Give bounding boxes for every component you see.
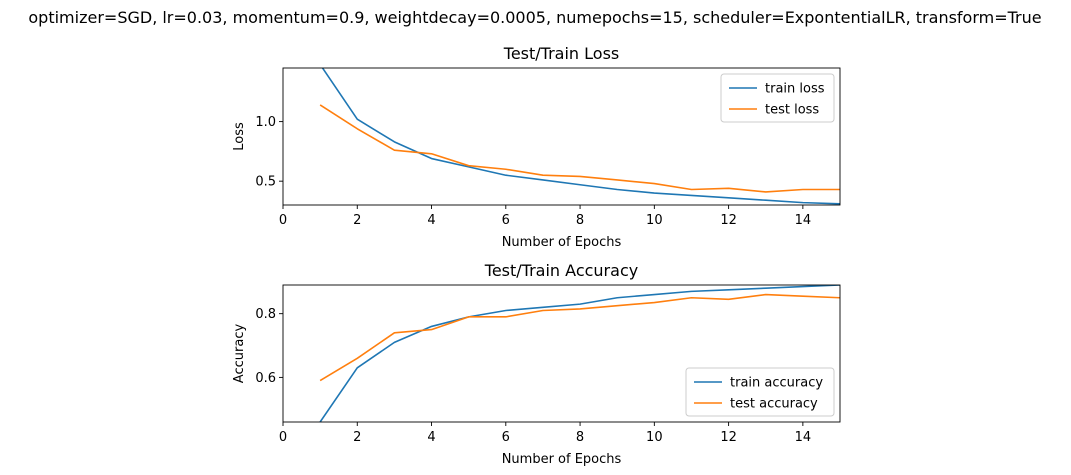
accuracy-chart-title: Test/Train Accuracy	[484, 261, 638, 280]
accuracy-legend: train accuracy test accuracy	[685, 367, 835, 417]
loss-axes-frame	[282, 67, 841, 206]
loss-xtick-label: 2	[353, 213, 361, 228]
accuracy-xaxis-label: Number of Epochs	[502, 452, 622, 467]
accuracy-xtick-label: 12	[720, 430, 737, 445]
accuracy-xtick-label: 10	[646, 430, 663, 445]
loss-ytick-label: 0.5	[255, 175, 276, 190]
accuracy-series-train-line	[319, 285, 840, 422]
accuracy-legend-box	[685, 367, 835, 417]
accuracy-xtick-label: 4	[427, 430, 435, 445]
accuracy-chart: Test/Train Accuracy 0 2 4 6 8 10 12 14 0.6 0.8 Numb…	[232, 261, 841, 467]
loss-xtick-label: 14	[795, 213, 812, 228]
loss-xtick-label: 6	[502, 213, 510, 228]
loss-xtick-label: 4	[427, 213, 435, 228]
loss-yaxis-label: Loss	[232, 122, 247, 151]
loss-legend-box	[720, 73, 835, 123]
loss-xtick-label: 0	[279, 213, 287, 228]
accuracy-ytick-label: 0.6	[255, 371, 276, 386]
loss-xtick-label: 8	[576, 213, 584, 228]
accuracy-xtick-label: 14	[795, 430, 812, 445]
accuracy-xtick-label: 6	[502, 430, 510, 445]
accuracy-xtick-label: 8	[576, 430, 584, 445]
loss-ytick-label: 1.0	[255, 115, 276, 130]
accuracy-axes-frame	[282, 284, 841, 423]
loss-chart: Test/Train Loss 0 2 4 6 8 10 12 14 0.5 1.0 Number o…	[232, 44, 841, 250]
accuracy-ytick-label: 0.8	[255, 307, 276, 322]
loss-series-test-line	[319, 104, 840, 193]
loss-legend: train loss test loss	[720, 73, 835, 123]
accuracy-legend-label: train accuracy	[730, 376, 823, 391]
figure-suptitle: optimizer=SGD, lr=0.03, momentum=0.9, we…	[28, 8, 1041, 27]
loss-xtick-label: 10	[646, 213, 663, 228]
accuracy-xtick-label: 0	[279, 430, 287, 445]
accuracy-xtick-label: 2	[353, 430, 361, 445]
accuracy-legend-label: test accuracy	[730, 397, 818, 412]
loss-xtick-label: 12	[720, 213, 737, 228]
loss-series-train-line	[321, 68, 840, 205]
loss-legend-label: test loss	[765, 103, 819, 118]
accuracy-yaxis-label: Accuracy	[232, 324, 247, 384]
accuracy-series-test-line	[319, 293, 840, 382]
loss-legend-label: train loss	[765, 82, 825, 97]
loss-chart-title: Test/Train Loss	[503, 44, 619, 63]
loss-xaxis-label: Number of Epochs	[502, 235, 622, 250]
